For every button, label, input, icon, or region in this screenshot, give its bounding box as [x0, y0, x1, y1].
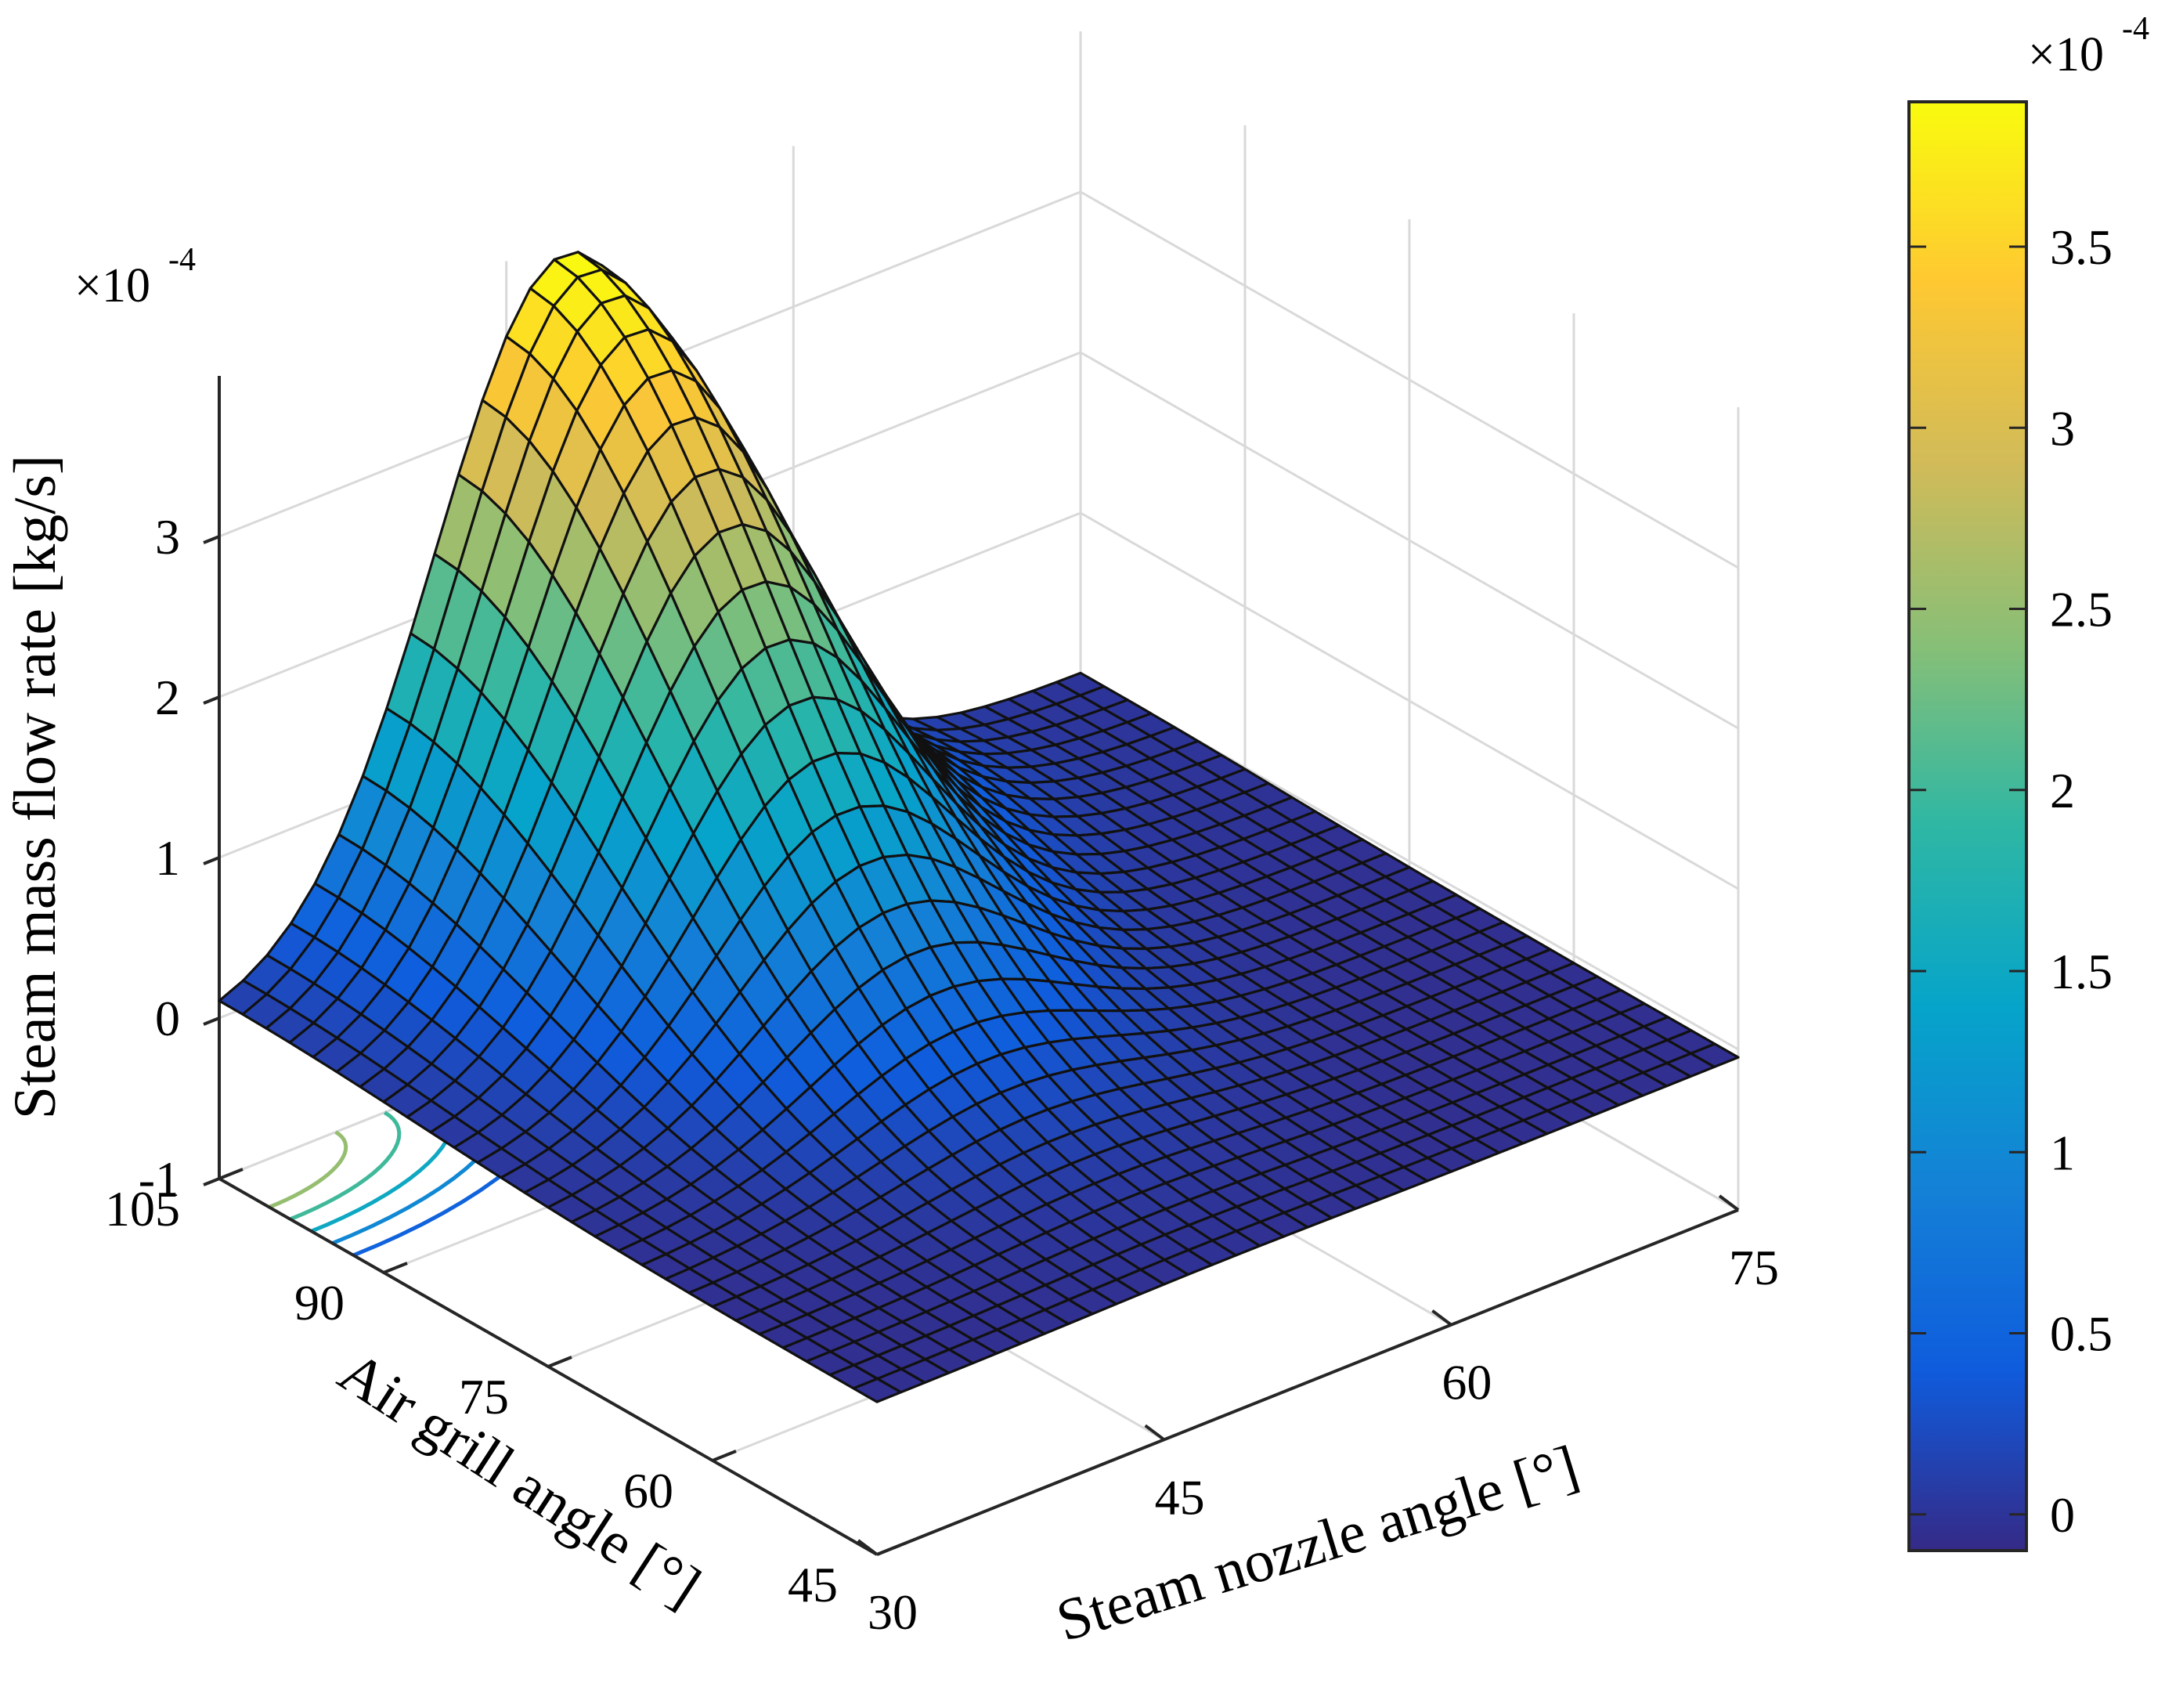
x-tick-label: 30: [868, 1584, 918, 1640]
y-tick-label: 45: [788, 1557, 838, 1612]
colorbar-tick-label: 1.5: [2050, 944, 2113, 999]
z-tick-label: 0: [155, 991, 180, 1046]
x-axis-title: Steam nozzle angle [°]: [1049, 1433, 1586, 1654]
z-tick: [203, 856, 220, 865]
contour-line: [289, 1110, 402, 1222]
z-multiplier: ×10 -4: [74, 242, 196, 312]
colorbar-multiplier-exp: -4: [2122, 11, 2149, 47]
z-multiplier-base: ×10: [74, 259, 150, 312]
y-tick-label: 60: [623, 1463, 673, 1518]
x-tick: [1144, 1424, 1165, 1441]
z-axis-title: Steam mass flow rate [kg/s]: [2, 455, 68, 1119]
z-multiplier-exp: -4: [168, 242, 196, 278]
grid-line: [1080, 351, 1739, 730]
y-tick: [218, 1168, 244, 1180]
y-tick: [712, 1450, 737, 1462]
z-tick-label: 2: [155, 670, 180, 725]
surface-patch: [852, 1377, 903, 1403]
y-tick: [547, 1356, 572, 1368]
colorbar-tick-label: 1: [2050, 1125, 2075, 1180]
y-tick: [383, 1262, 408, 1274]
y-tick-label: 75: [459, 1369, 509, 1425]
x-tick: [1718, 1194, 1740, 1211]
axes: -1 0 1 2 3 105 90 75 60 45 30 45 60 75: [105, 376, 1779, 1640]
colorbar-fill: [1907, 100, 2028, 1552]
colorbar-tick-label: 3.5: [2050, 219, 2113, 275]
colorbar: 0 0.5 1 1.5 2 2.5 3 3.5 ×10 -4: [1907, 11, 2149, 1552]
x-tick: [1431, 1309, 1452, 1327]
colorbar-tick-label: 2: [2050, 763, 2075, 818]
colorbar-ticks: 0 0.5 1 1.5 2 2.5 3 3.5: [1909, 219, 2113, 1543]
z-tick-label: 3: [155, 509, 180, 565]
x-tick-label: 45: [1155, 1469, 1205, 1525]
y-tick: [876, 1544, 901, 1556]
z-tick: [203, 535, 220, 544]
x-tick: [857, 1539, 879, 1556]
z-tick-label: -1: [139, 1151, 180, 1207]
x-axis-line: [876, 1208, 1739, 1556]
x-tick-label: 75: [1729, 1240, 1779, 1295]
colorbar-tick-label: 0.5: [2050, 1306, 2113, 1362]
colorbar-tick-label: 2.5: [2050, 582, 2113, 637]
z-tick-label: 1: [155, 830, 180, 886]
contour-line: [268, 1130, 348, 1209]
z-tick: [203, 1177, 220, 1186]
z-tick: [203, 695, 220, 705]
y-tick-label: 90: [294, 1275, 345, 1331]
colorbar-multiplier-base: ×10: [2028, 28, 2104, 81]
z-tick: [203, 1016, 220, 1026]
x-tick-label: 60: [1442, 1355, 1492, 1410]
grid-line: [1080, 511, 1739, 890]
y-tick-label: 105: [105, 1181, 180, 1237]
surface-mesh: [218, 251, 1740, 1403]
grid-line: [1080, 190, 1739, 569]
colorbar-tick-label: 0: [2050, 1487, 2075, 1543]
colorbar-tick-label: 3: [2050, 400, 2075, 456]
